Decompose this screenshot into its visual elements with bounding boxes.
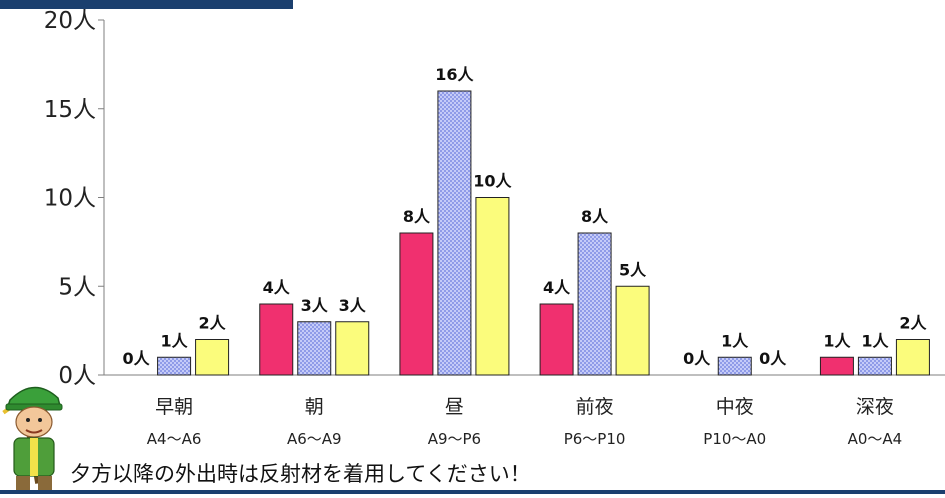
data-label: 8人 [403, 207, 431, 226]
bar [399, 232, 434, 376]
data-label: 2人 [899, 314, 927, 333]
x-time-range-label: A9〜P6 [428, 430, 481, 448]
data-label: 5人 [619, 260, 647, 279]
bar [297, 321, 332, 376]
footer-note: 夕方以降の外出時は反射材を着用してください！ [70, 462, 531, 486]
data-label: 1人 [721, 331, 749, 350]
data-label: 0人 [759, 349, 787, 368]
x-category-label: 朝 [305, 396, 324, 418]
data-label: 4人 [263, 278, 291, 297]
bar [157, 356, 192, 376]
x-time-range-label: A6〜A9 [287, 430, 342, 448]
bar [195, 339, 230, 376]
x-category-label: 昼 [445, 396, 464, 418]
y-tick-label: 10人 [44, 186, 96, 212]
data-label: 8人 [581, 207, 609, 226]
bar [437, 90, 472, 376]
y-tick-label: 5人 [58, 274, 96, 300]
data-label: 1人 [861, 331, 889, 350]
x-category-label: 前夜 [576, 396, 614, 418]
data-label: 0人 [683, 349, 711, 368]
bar [819, 356, 854, 376]
x-category-label: 深夜 [856, 396, 894, 418]
bar [577, 232, 612, 376]
x-time-range-label: A4〜A6 [147, 430, 202, 448]
bar [475, 197, 510, 376]
data-label: 0人 [123, 349, 151, 368]
x-category-label: 中夜 [716, 396, 754, 418]
bar [539, 303, 574, 376]
bar [335, 321, 370, 376]
data-label: 2人 [199, 314, 227, 333]
bar [895, 339, 930, 376]
bar [259, 303, 294, 376]
data-label: 16人 [435, 65, 474, 84]
y-tick-label: 0人 [58, 363, 96, 389]
bar [717, 356, 752, 376]
x-time-range-label: P6〜P10 [564, 430, 626, 448]
y-tick-label: 15人 [44, 97, 96, 123]
header-accent-bar [0, 0, 293, 9]
data-label: 3人 [339, 296, 367, 315]
x-time-range-label: A0〜A4 [848, 430, 903, 448]
bar [857, 356, 892, 376]
mascot-icon [0, 378, 70, 498]
y-tick-label: 20人 [44, 8, 96, 34]
bar [615, 285, 650, 376]
footer-accent-bar [0, 490, 945, 494]
data-label: 1人 [161, 331, 189, 350]
data-label: 4人 [543, 278, 571, 297]
data-label: 1人 [823, 331, 851, 350]
x-time-range-label: P10〜A0 [703, 430, 766, 448]
data-label: 10人 [473, 172, 512, 191]
x-category-label: 早朝 [155, 396, 193, 418]
data-label: 3人 [301, 296, 329, 315]
